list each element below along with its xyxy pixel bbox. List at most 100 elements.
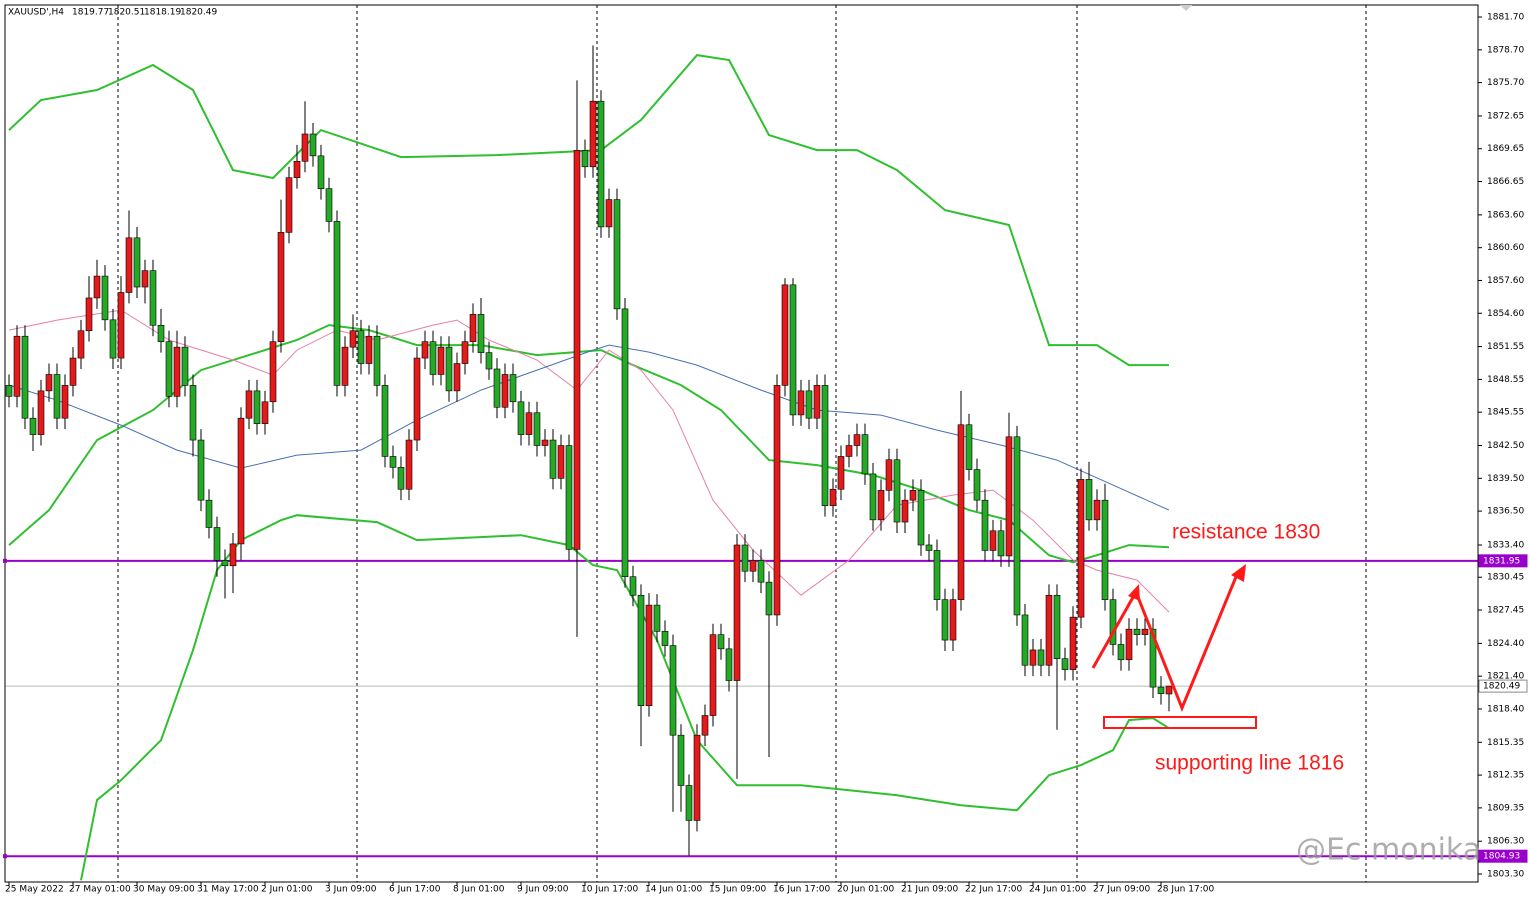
y-tick-label: 1866.65 <box>1487 177 1524 187</box>
candle-body <box>821 385 829 506</box>
candle-body <box>181 346 189 386</box>
level-marker <box>3 854 7 859</box>
y-tick-label: 1836.50 <box>1487 507 1524 517</box>
header-close: 1820.49 <box>180 8 217 18</box>
y-tick-label: 1845.55 <box>1487 408 1524 418</box>
candle-body <box>509 374 517 403</box>
candle-body <box>237 417 245 545</box>
watermark: @Ec monika <box>1296 833 1481 868</box>
candle-body <box>949 599 957 641</box>
candle-body <box>317 155 325 189</box>
candle-body <box>605 199 613 228</box>
candle-body <box>469 314 477 342</box>
candle-body <box>165 341 173 397</box>
candle-body <box>1149 628 1157 688</box>
candle-body <box>917 490 925 546</box>
y-tick-label: 1869.65 <box>1487 144 1524 154</box>
candle-body <box>325 188 333 222</box>
x-tick-label: 9 Jun 09:00 <box>517 885 569 895</box>
candle-body <box>37 390 45 435</box>
candle-body <box>333 221 341 386</box>
candle-body <box>349 330 357 348</box>
candle-body <box>813 385 821 419</box>
candle-body <box>1037 649 1045 666</box>
y-tick-label: 1839.50 <box>1487 474 1524 484</box>
x-tick-label: 24 Jun 01:00 <box>1029 885 1086 895</box>
candle-body <box>493 368 501 408</box>
candle-body <box>157 324 165 342</box>
candle-body <box>1101 499 1109 600</box>
y-tick-label: 1860.60 <box>1487 243 1524 253</box>
candle-body <box>869 473 877 521</box>
candle-body <box>741 544 749 572</box>
price-level-box <box>1478 679 1528 693</box>
x-tick-label: 31 May 17:00 <box>197 885 259 895</box>
price-level-box <box>1478 554 1528 568</box>
candle-body <box>709 634 717 716</box>
candle-body <box>341 346 349 386</box>
candle-body <box>133 237 141 288</box>
candle-body <box>1029 649 1037 666</box>
candle-body <box>901 499 909 523</box>
candle-body <box>1045 594 1053 666</box>
x-tick-label: 25 May 2022 <box>5 885 64 895</box>
candle-body <box>453 363 461 392</box>
candle-body <box>717 634 725 650</box>
candle-body <box>925 544 933 551</box>
candle-body <box>397 467 405 490</box>
y-tick-label: 1842.50 <box>1487 441 1524 451</box>
candle-body <box>461 341 469 364</box>
candle-body <box>1077 479 1085 618</box>
y-tick-label: 1812.35 <box>1487 771 1524 781</box>
candle-body <box>829 488 837 506</box>
header-open: 1819.77 <box>72 8 109 18</box>
candle-body <box>669 645 677 736</box>
candle-body <box>13 335 21 397</box>
candle-body <box>1013 436 1021 616</box>
candle-body <box>421 341 429 359</box>
candle-body <box>909 490 917 501</box>
candle-body <box>893 459 901 523</box>
candle-body <box>373 335 381 386</box>
candle-body <box>309 133 317 157</box>
forecast-arrows <box>1091 571 1257 729</box>
candle-body <box>693 734 701 821</box>
y-tick-label: 1830.45 <box>1487 573 1524 583</box>
y-tick-label: 1851.55 <box>1487 342 1524 352</box>
y-tick-label: 1821.40 <box>1487 672 1524 682</box>
candle-body <box>645 604 653 706</box>
x-tick-label: 20 Jun 01:00 <box>837 885 894 895</box>
candle-body <box>941 599 949 641</box>
candle-body <box>877 490 885 521</box>
candle-body <box>805 390 813 419</box>
candle-body <box>365 335 373 364</box>
candle-body <box>197 439 205 501</box>
candle-body <box>21 335 29 419</box>
candle-body <box>685 785 693 821</box>
candle-body <box>549 439 557 479</box>
indicator-line <box>8 54 1169 367</box>
candle-body <box>285 177 293 233</box>
x-tick-label: 6 Jun 17:00 <box>389 885 441 895</box>
candle-body <box>213 527 221 561</box>
candle-body <box>757 559 765 583</box>
candle-body <box>1021 614 1029 666</box>
x-tick-label: 2 Jun 01:00 <box>261 885 313 895</box>
x-tick-label: 21 Jun 09:00 <box>901 885 958 895</box>
candle-body <box>485 352 493 370</box>
y-tick-label: 1818.40 <box>1487 704 1524 714</box>
candle-body <box>229 543 237 567</box>
x-tick-label: 28 Jun 17:00 <box>1157 885 1214 895</box>
candle-body <box>293 161 301 179</box>
y-tick-label: 1878.70 <box>1487 45 1524 55</box>
candle-body <box>389 456 397 468</box>
candle-body <box>77 330 85 359</box>
candle-body <box>997 530 1005 557</box>
candle-body <box>61 385 69 419</box>
candle-body <box>93 275 101 299</box>
candle-body <box>117 292 125 359</box>
candle-body <box>797 390 805 416</box>
candle-body <box>533 412 541 446</box>
